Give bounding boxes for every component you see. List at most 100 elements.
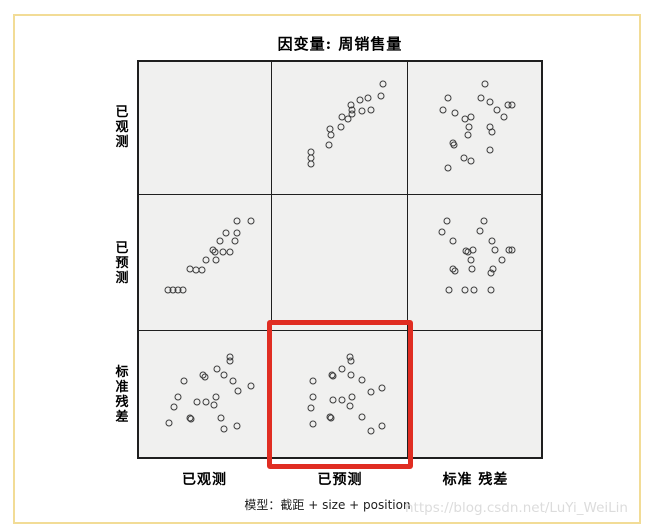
scatter-point xyxy=(498,256,506,264)
scatter-point xyxy=(444,94,452,102)
matrix-cell-r2c0 xyxy=(139,331,272,457)
scatter-point xyxy=(226,248,234,256)
scatter-point xyxy=(358,107,366,115)
scatter-point xyxy=(326,125,334,133)
scatter-point xyxy=(216,237,224,245)
scatter-point xyxy=(327,131,335,139)
scatter-point xyxy=(377,92,385,100)
scatter-point xyxy=(464,131,472,139)
scatter-point xyxy=(347,371,355,379)
scatter-point xyxy=(468,265,476,273)
scatter-point xyxy=(180,377,188,385)
scatter-point xyxy=(187,415,195,423)
scatter-point xyxy=(438,228,446,236)
scatter-point xyxy=(439,106,447,114)
matrix-cell-r0c0 xyxy=(139,62,272,195)
row-label-predicted: 已预测 xyxy=(104,195,140,331)
scatter-point xyxy=(229,377,237,385)
row-label-char: 预 xyxy=(115,255,129,271)
scatter-point xyxy=(451,109,459,117)
row-label-char: 残 xyxy=(115,395,129,410)
row-label-char: 准 xyxy=(115,380,129,395)
scatter-point xyxy=(477,94,485,102)
scatter-point xyxy=(467,157,474,165)
scatter-point xyxy=(231,237,239,245)
scatter-point xyxy=(192,266,200,274)
scatter-point xyxy=(465,123,473,131)
scatter-point xyxy=(226,357,234,365)
matrix-cell-r0c2 xyxy=(408,62,541,195)
scatter-point xyxy=(220,371,228,379)
scatter-point xyxy=(327,414,335,422)
scatter-point xyxy=(364,94,372,102)
scatter-point xyxy=(367,106,375,114)
scatter-point xyxy=(348,110,356,118)
scatter-point xyxy=(491,246,499,254)
scatter-point xyxy=(212,393,220,401)
scatter-point xyxy=(378,384,386,392)
scatter-point xyxy=(450,141,458,148)
scatter-point xyxy=(193,398,201,406)
scatter-point xyxy=(481,80,489,88)
scatter-point xyxy=(500,113,508,121)
scatter-point xyxy=(338,365,346,373)
scatter-point xyxy=(488,128,496,136)
scatter-point xyxy=(222,229,230,237)
row-label-char: 标 xyxy=(115,365,129,380)
scatter-point xyxy=(337,123,345,131)
row-label-observed: 已观测 xyxy=(104,60,140,195)
scatter-point xyxy=(470,286,478,294)
scatter-point xyxy=(247,217,255,225)
scatter-point xyxy=(201,373,209,381)
col-label-observed: 已观测 xyxy=(182,472,227,488)
row-label-char: 测 xyxy=(115,270,129,286)
matrix-cell-r1c2 xyxy=(408,195,541,331)
model-caption: 模型：截距 + size + position xyxy=(244,498,411,512)
scatter-point xyxy=(307,404,315,412)
matrix-cell-r2c1 xyxy=(272,331,408,457)
col-label-std-residual: 标准 残差 xyxy=(442,472,509,488)
matrix-cell-r1c1 xyxy=(272,195,408,331)
scatter-point xyxy=(487,269,495,277)
scatter-point xyxy=(461,286,469,294)
row-label-char: 差 xyxy=(115,410,129,425)
scatter-point xyxy=(348,393,356,401)
row-label-char: 观 xyxy=(115,120,129,135)
scatter-point xyxy=(309,393,316,401)
scatter-point xyxy=(179,286,187,294)
scatter-point xyxy=(378,422,386,429)
scatter-point xyxy=(508,246,516,254)
scatter-point xyxy=(210,401,218,409)
scatter-point xyxy=(170,403,178,411)
scatter-point xyxy=(358,413,366,421)
scatter-point xyxy=(234,387,242,395)
scatter-point xyxy=(213,365,221,373)
scatter-point xyxy=(174,393,182,401)
scatter-point xyxy=(309,420,316,428)
row-label-char: 测 xyxy=(115,135,129,150)
scatter-point xyxy=(202,398,210,406)
watermark: https://blog.csdn.net/LuYi_WeiLin xyxy=(405,500,628,516)
scatter-point xyxy=(379,80,387,88)
scatter-point xyxy=(476,227,484,235)
scatter-point xyxy=(233,229,241,237)
scatter-point xyxy=(488,237,496,245)
scatter-point xyxy=(486,98,494,106)
highlight-annotation-box xyxy=(267,320,413,469)
scatter-point xyxy=(486,146,494,154)
scatter-point xyxy=(338,396,346,404)
scatter-point xyxy=(445,286,453,294)
row-label-std-residual: 标准残差 xyxy=(104,331,140,459)
scatter-point xyxy=(444,164,452,172)
scatter-point xyxy=(329,396,337,404)
scatter-point xyxy=(219,248,227,256)
scatter-point xyxy=(202,256,210,264)
scatter-point xyxy=(233,422,241,429)
scatter-point xyxy=(220,425,228,433)
scatter-point xyxy=(451,267,459,275)
scatter-point xyxy=(307,160,315,168)
col-label-predicted: 已预测 xyxy=(317,472,363,488)
scatter-point xyxy=(367,388,375,396)
scatter-point xyxy=(217,414,225,422)
matrix-cell-r1c0 xyxy=(139,195,272,331)
